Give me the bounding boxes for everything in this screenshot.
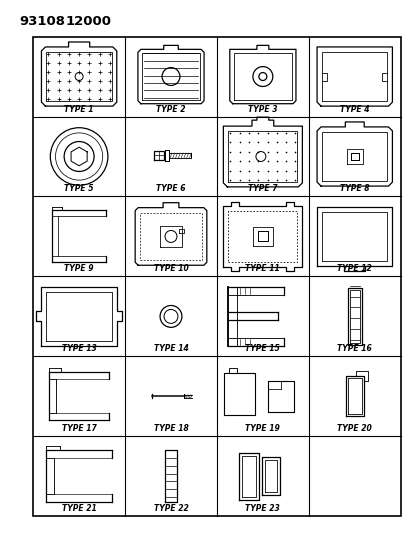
Text: TYPE 19: TYPE 19 (245, 424, 280, 433)
Text: TYPE 9: TYPE 9 (64, 264, 94, 273)
Text: TYPE 13: TYPE 13 (62, 344, 96, 353)
Text: TYPE 23: TYPE 23 (245, 504, 280, 513)
Text: TYPE 20: TYPE 20 (337, 424, 371, 433)
Text: TYPE 22: TYPE 22 (153, 504, 188, 513)
Text: TYPE 1: TYPE 1 (64, 104, 94, 114)
Text: TYPE 11: TYPE 11 (245, 264, 280, 273)
Text: TYPE 8: TYPE 8 (339, 184, 369, 193)
Text: 93108: 93108 (19, 15, 65, 28)
Text: TYPE 3: TYPE 3 (247, 104, 277, 114)
Text: TYPE 10: TYPE 10 (153, 264, 188, 273)
Text: TYPE 14: TYPE 14 (153, 344, 188, 353)
Text: TYPE 16: TYPE 16 (337, 344, 371, 353)
Text: TYPE 15: TYPE 15 (245, 344, 280, 353)
Text: TYPE 7: TYPE 7 (247, 184, 277, 193)
Text: TYPE 17: TYPE 17 (62, 424, 96, 433)
Text: TYPE 4: TYPE 4 (339, 104, 369, 114)
Text: 12000: 12000 (66, 15, 112, 28)
Text: TYPE 5: TYPE 5 (64, 184, 94, 193)
Text: TYPE 18: TYPE 18 (153, 424, 188, 433)
Text: TYPE 12: TYPE 12 (337, 264, 371, 273)
Bar (33, 37, 400, 516)
Text: TYPE 2: TYPE 2 (156, 104, 185, 114)
Text: TYPE 21: TYPE 21 (62, 504, 96, 513)
Text: TYPE 6: TYPE 6 (156, 184, 185, 193)
